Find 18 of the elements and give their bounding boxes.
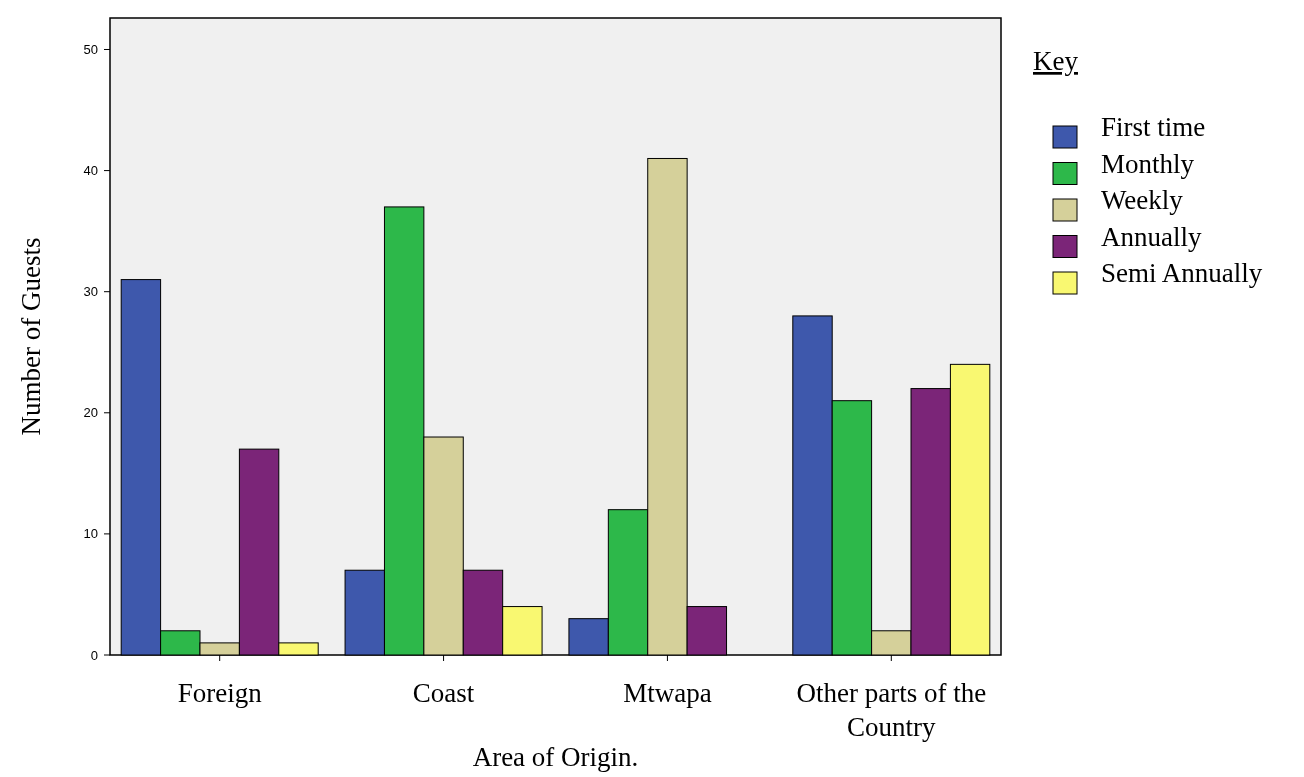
- y-tick-label: 30: [83, 284, 98, 300]
- y-axis-title: Number of Guests: [16, 237, 46, 436]
- x-tick-label: Other parts of the Country: [796, 678, 987, 742]
- legend-label: Monthly: [1101, 148, 1195, 179]
- legend-title: Key: [1033, 46, 1079, 76]
- y-tick-label: 0: [90, 647, 98, 663]
- y-tick-label: 20: [83, 405, 98, 421]
- x-tick-label: Mtwapa: [623, 678, 712, 708]
- y-tick-label: 10: [83, 526, 98, 542]
- legend-label: Semi Annually: [1101, 258, 1263, 288]
- legend-label: First time: [1101, 112, 1206, 142]
- y-tick-label: 40: [83, 163, 98, 179]
- legend-label: Weekly: [1101, 185, 1184, 215]
- legend-label: Annually: [1101, 221, 1202, 252]
- x-tick-label: Coast: [412, 678, 475, 708]
- y-tick-label: 50: [83, 42, 98, 58]
- x-axis-title: Area of Origin.: [472, 742, 639, 772]
- x-tick-label: Foreign: [177, 678, 263, 708]
